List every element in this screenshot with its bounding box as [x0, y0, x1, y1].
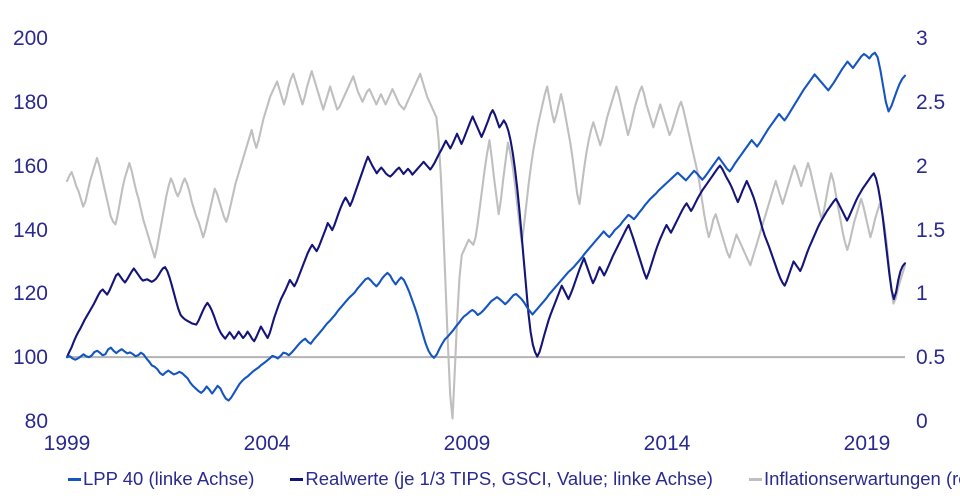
y-left-tick-label: 180: [12, 91, 48, 114]
series-line-inflationserwartungen: [65, 70, 907, 420]
y-axis-left-tick-0: 200: [0, 28, 48, 50]
y-left-tick-label: 80: [24, 410, 48, 433]
x-axis-tick-2: 2009: [422, 433, 512, 455]
chart-legend: LPP 40 (linke Achse) Realwerte (je 1/3 T…: [0, 468, 960, 503]
y-axis-right-tick-3: 1.5: [916, 220, 960, 242]
y-axis-left-tick-5: 100: [0, 347, 48, 369]
y-axis-right-tick-2: 2: [916, 156, 960, 178]
y-left-tick-label: 160: [12, 155, 48, 178]
legend-swatch-realwerte: [290, 477, 304, 481]
y-axis-left-tick-2: 160: [0, 156, 48, 178]
series-line-realwerte: [65, 109, 907, 359]
legend-item-realwerte[interactable]: Realwerte (je 1/3 TIPS, GSCI, Value; lin…: [290, 468, 713, 490]
x-tick-label: 2004: [243, 432, 291, 455]
y-right-tick-label: 2.5: [916, 91, 946, 114]
x-axis-tick-4: 2019: [822, 433, 912, 455]
x-axis-tick-3: 2014: [622, 433, 712, 455]
x-tick-label: 2019: [843, 432, 891, 455]
y-axis-right-tick-6: 0: [916, 411, 960, 433]
x-tick-label: 2009: [443, 432, 491, 455]
legend-label-realwerte: Realwerte (je 1/3 TIPS, GSCI, Value; lin…: [305, 468, 713, 489]
legend-item-inflationserwartungen[interactable]: Inflationserwartungen (rechte Achse): [748, 468, 960, 490]
y-axis-right-tick-1: 2.5: [916, 92, 960, 114]
y-axis-right-tick-5: 0.5: [916, 347, 960, 369]
legend-swatch-inflationserwartungen: [748, 477, 762, 481]
series-line-lpp40: [65, 51, 907, 402]
y-left-tick-label: 140: [12, 219, 48, 242]
y-axis-left-tick-1: 180: [0, 92, 48, 114]
y-right-tick-label: 0: [916, 410, 928, 433]
y-left-tick-label: 120: [12, 282, 48, 305]
y-axis-left-tick-3: 140: [0, 220, 48, 242]
y-right-tick-label: 1.5: [916, 219, 946, 242]
y-axis-right-tick-4: 1: [916, 283, 960, 305]
y-right-tick-label: 0.5: [916, 346, 946, 369]
y-left-tick-label: 100: [12, 346, 48, 369]
y-axis-right-tick-0: 3: [916, 28, 960, 50]
x-tick-label: 1999: [43, 432, 91, 455]
y-axis-left-tick-4: 120: [0, 283, 48, 305]
legend-label-lpp40: LPP 40 (linke Achse): [83, 468, 255, 489]
y-right-tick-label: 1: [916, 282, 928, 305]
legend-item-lpp40[interactable]: LPP 40 (linke Achse): [68, 468, 254, 490]
y-right-tick-label: 2: [916, 155, 928, 178]
y-right-tick-label: 3: [916, 27, 928, 50]
x-axis-tick-1: 2004: [222, 433, 312, 455]
legend-swatch-lpp40: [68, 477, 81, 481]
x-axis-tick-0: 1999: [22, 433, 112, 455]
y-axis-left-tick-6: 80: [0, 411, 48, 433]
x-tick-label: 2014: [643, 432, 691, 455]
plot-area: [65, 51, 907, 420]
legend-label-inflationserwartungen: Inflationserwartungen (rechte Achse): [763, 468, 960, 489]
y-left-tick-label: 200: [12, 27, 48, 50]
